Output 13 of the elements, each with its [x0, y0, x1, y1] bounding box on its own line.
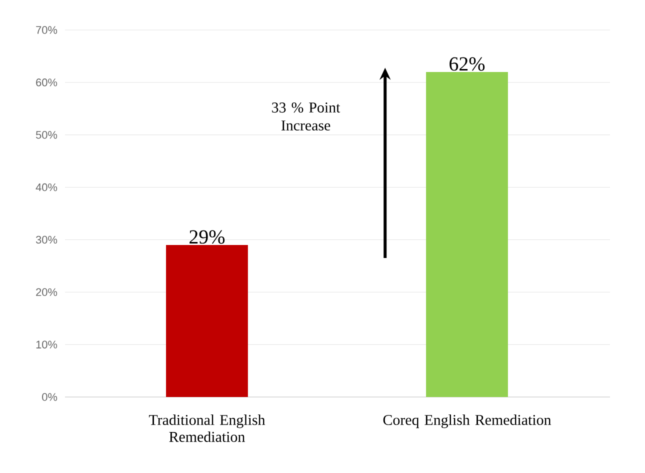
y-tick-label: 40%	[36, 183, 58, 192]
y-tick-label: 20%	[36, 288, 58, 296]
y-tick-label: 30%	[36, 236, 58, 244]
data-label: 62%	[450, 57, 485, 71]
annotation: 33 % Point Increase	[272, 102, 340, 131]
x-tick-label: Traditional English Remediation	[148, 414, 266, 442]
y-tick-label: 10%	[36, 340, 58, 348]
x-tick-label: Coreq English Remediation	[383, 414, 552, 428]
y-tick-label: 0%	[42, 393, 58, 401]
y-tick-label: 60%	[36, 78, 58, 86]
y-tick-label: 70%	[36, 26, 58, 34]
y-tick-label: 50%	[36, 130, 58, 139]
data-label: 29%	[190, 230, 225, 244]
